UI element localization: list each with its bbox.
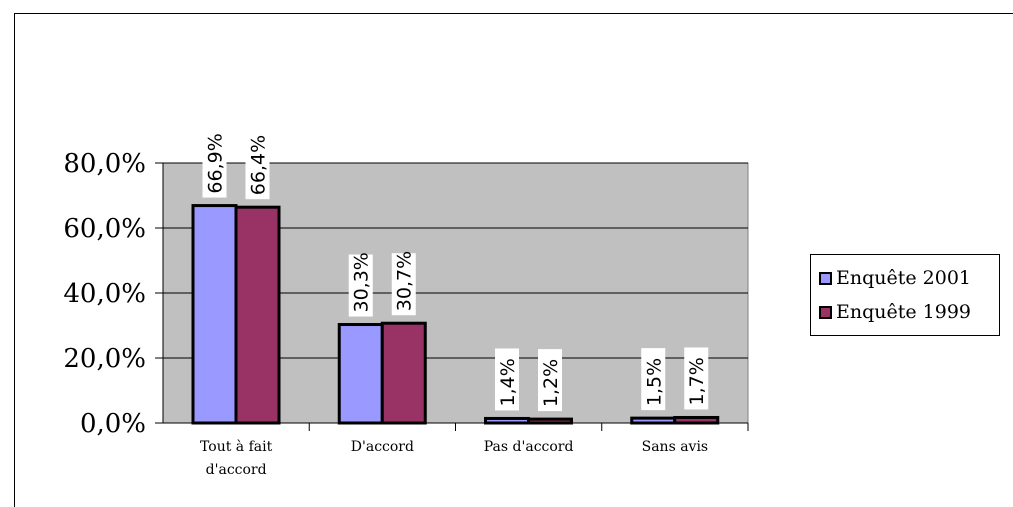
data-labels: 66,9% 66,4% 30,3% 30,7% 1,4% 1,2% 1,5% 1,7% <box>202 133 709 412</box>
data-label-background <box>684 347 709 410</box>
y-tick-label: 0,0% <box>80 409 146 439</box>
data-label: 1,2% <box>540 359 562 407</box>
x-tick-label: Pas d'accord <box>484 439 574 455</box>
bar-1999 <box>380 321 427 425</box>
data-label-background <box>348 254 373 317</box>
data-label: 1,4% <box>497 358 519 406</box>
data-label-background <box>641 348 666 411</box>
legend-label-2001: Enquête 2001 <box>836 267 972 289</box>
data-label: 30,3% <box>351 252 373 312</box>
legend: Enquête 2001 Enquête 1999 <box>810 254 1000 336</box>
y-tick-label: 40,0% <box>63 279 146 309</box>
y-tick-label: 60,0% <box>63 214 146 244</box>
x-tick-label: Tout à fait <box>200 438 273 455</box>
bars <box>191 204 720 425</box>
bar-2001 <box>630 416 677 425</box>
legend-swatch-2001 <box>819 271 832 285</box>
bar-2001 <box>484 416 530 425</box>
data-label: 30,7% <box>394 251 416 311</box>
bar-2001 <box>337 323 384 425</box>
legend-item-2001: Enquête 2001 <box>819 261 999 295</box>
bar-2001 <box>191 204 238 425</box>
chart-frame <box>14 13 1013 507</box>
x-tick-label: Sans avis <box>642 439 709 455</box>
data-label: 66,9% <box>205 133 227 193</box>
bar-1999 <box>673 415 720 425</box>
y-tick-label: 80,0% <box>63 149 146 179</box>
y-axis: 0,0% 20,0% 40,0% 60,0% 80,0% <box>63 149 164 439</box>
legend-swatch-1999 <box>819 305 832 319</box>
data-label: 1,7% <box>686 357 708 405</box>
data-label: 1,5% <box>643 358 665 406</box>
bar-1999 <box>527 417 573 425</box>
x-tick-label: d'accord <box>206 462 267 478</box>
data-label-background <box>391 253 416 316</box>
y-tick-label: 20,0% <box>63 344 146 374</box>
data-label-background <box>538 349 562 412</box>
data-label-background <box>202 135 227 198</box>
data-label: 66,4% <box>248 135 270 195</box>
x-axis: Tout à fait d'accord D'accord Pas d'accord S… <box>155 422 749 478</box>
legend-label-1999: Enquête 1999 <box>836 301 972 323</box>
data-label-background <box>495 348 519 411</box>
x-tick-label: D'accord <box>351 439 414 455</box>
legend-item-1999: Enquête 1999 <box>819 295 999 329</box>
data-label-background <box>245 137 270 200</box>
bar-1999 <box>234 205 281 425</box>
